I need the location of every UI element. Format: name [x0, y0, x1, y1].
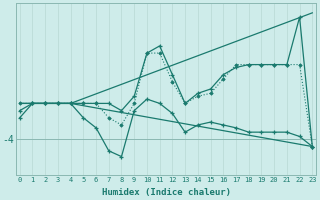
X-axis label: Humidex (Indice chaleur): Humidex (Indice chaleur): [101, 188, 230, 197]
